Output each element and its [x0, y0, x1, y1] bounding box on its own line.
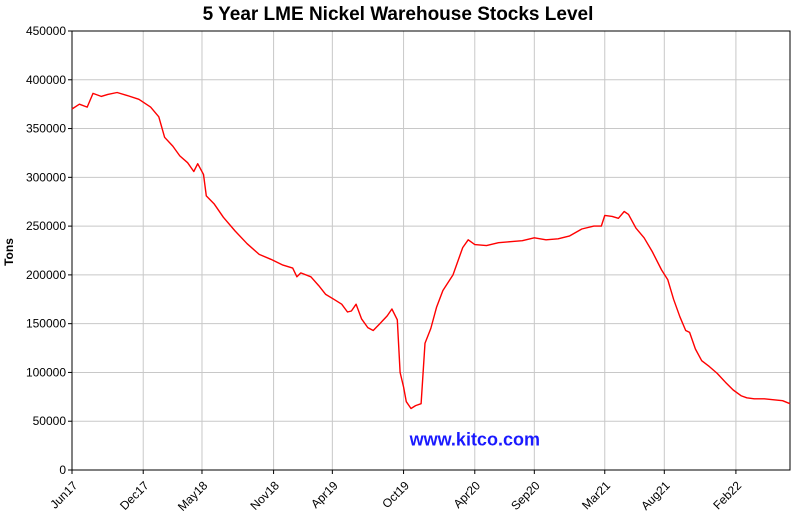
x-tick-label: Apr20	[451, 478, 484, 511]
y-tick-label: 250000	[26, 219, 66, 233]
y-tick-label: 350000	[26, 122, 66, 136]
x-tick-label: Mar21	[579, 478, 613, 512]
x-tick-label: Oct19	[379, 478, 412, 511]
x-tick-label: Dec17	[117, 478, 152, 513]
y-tick-label: 400000	[26, 73, 66, 87]
y-tick-label: 150000	[26, 317, 66, 331]
x-tick-label: Jun17	[47, 478, 80, 511]
x-tick-label: Feb22	[710, 478, 744, 512]
x-tick-label: May18	[175, 478, 211, 514]
y-tick-label: 0	[59, 463, 66, 477]
x-tick-label: Aug21	[638, 478, 673, 513]
y-tick-label: 300000	[26, 170, 66, 184]
y-tick-label: 100000	[26, 365, 66, 379]
annotation-text: www.kitco.com	[409, 430, 540, 450]
x-tick-label: Apr19	[308, 478, 341, 511]
annotations: www.kitco.com	[409, 430, 540, 450]
plot-area	[71, 30, 791, 471]
x-tick-label: Sep20	[508, 478, 543, 513]
y-tick-label: 450000	[26, 24, 66, 38]
chart-title: 5 Year LME Nickel Warehouse Stocks Level	[203, 4, 594, 25]
y-axis-label: Tons	[2, 238, 16, 266]
x-tick-label: Nov18	[247, 478, 282, 513]
y-tick-label: 50000	[33, 414, 67, 428]
y-tick-label: 200000	[26, 268, 66, 282]
series-group	[71, 91, 791, 410]
x-axis-ticks: Jun17 Dec17 May18 Nov18 Apr19 Oct19 Apr20 Sep20…	[47, 470, 744, 514]
y-axis-ticks: 0 50000 100000 150000 200000 250000 300000 3500…	[26, 24, 72, 477]
series-line	[71, 91, 791, 410]
gridlines	[71, 30, 790, 471]
